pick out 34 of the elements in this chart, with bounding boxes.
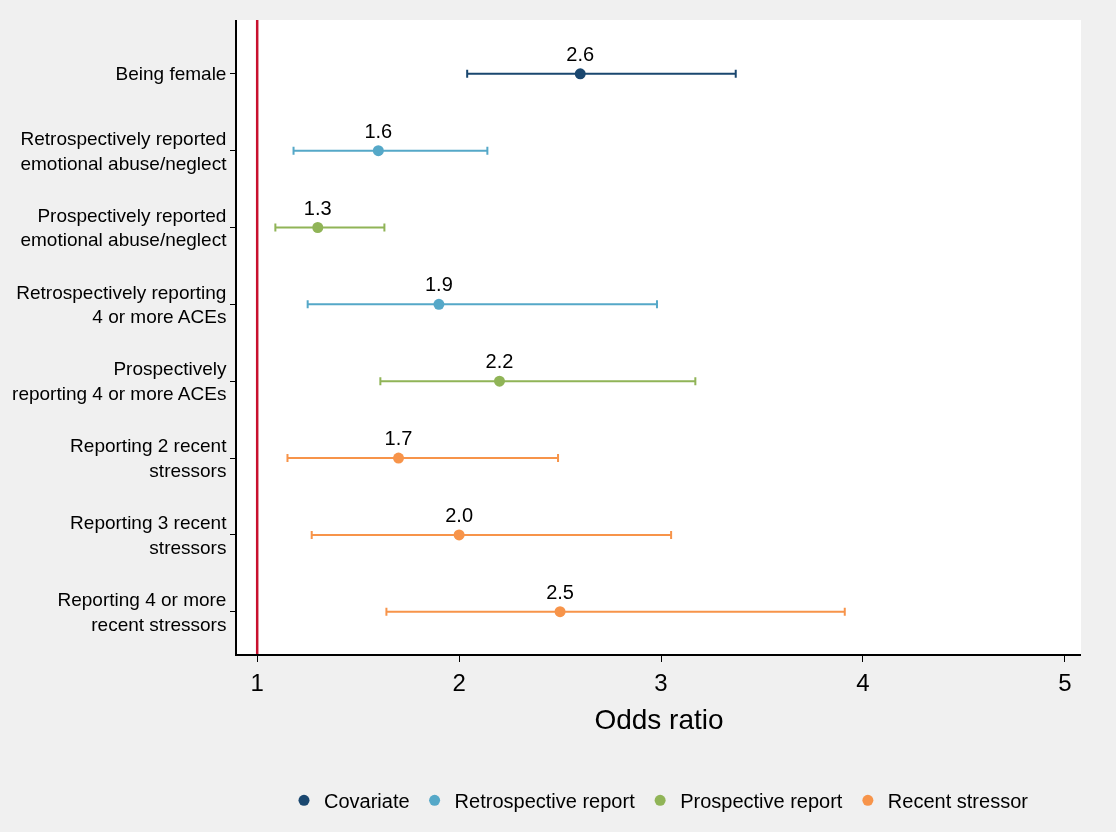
data-label: 2.6	[566, 42, 595, 65]
y-tick-label: Reporting 4 or more recent stressors	[57, 589, 227, 635]
y-tick-label: Retrospectively reporting 4 or more ACEs	[16, 281, 227, 328]
data-label: 2.0	[445, 504, 474, 527]
legend-label: Recent stressor	[887, 790, 1029, 813]
y-tick-label: Prospectively reporting 4 or more ACEs	[12, 358, 227, 405]
x-tick-label: 5	[1058, 668, 1072, 696]
y-tick-label: Being female	[115, 63, 227, 85]
y-tick-label: Prospectively reported emotional abuse/neglect	[20, 204, 228, 251]
legend-label: Retrospective report	[454, 790, 636, 813]
y-tick-label: Reporting 3 recent stressors	[70, 512, 228, 558]
data-label: 2.2	[485, 350, 514, 373]
data-label: 1.3	[303, 196, 332, 219]
point	[554, 606, 566, 618]
legend-label: Covariate	[324, 790, 410, 813]
point	[493, 375, 505, 387]
point	[372, 145, 384, 157]
legend-label: Prospective report	[680, 790, 843, 813]
x-axis-title: Odds ratio	[594, 704, 724, 736]
x-tick-label: 1	[250, 668, 264, 696]
point	[574, 68, 586, 80]
point	[433, 298, 445, 310]
data-label: 1.9	[425, 273, 453, 296]
x-tick-label: 2	[452, 668, 466, 696]
y-tick-label: Retrospectively reported emotional abuse/neglect	[20, 127, 228, 174]
y-tick-label: Reporting 2 recent stressors	[70, 435, 228, 482]
data-label: 1.6	[364, 119, 393, 142]
point	[312, 221, 324, 233]
data-label: 1.7	[384, 427, 413, 450]
x-tick-label: 4	[856, 668, 870, 696]
point	[453, 529, 465, 541]
data-label: 2.5	[546, 580, 574, 603]
point	[393, 452, 405, 464]
x-tick-label: 3	[654, 668, 668, 696]
